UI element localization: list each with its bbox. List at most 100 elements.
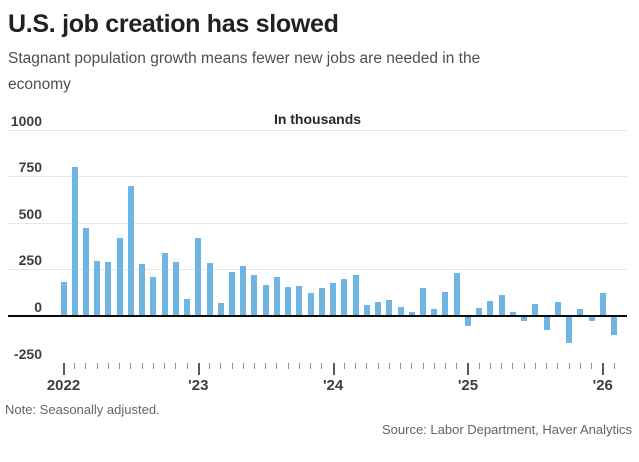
x-axis-minor-tick (579, 363, 581, 369)
chart-bar (285, 287, 292, 316)
chart-bar (588, 317, 595, 321)
chart-bar (217, 302, 224, 316)
y-axis-label--250: -250 (13, 345, 42, 362)
chart-bar (318, 288, 325, 316)
chart-bar (161, 252, 168, 316)
chart-title: U.S. job creation has slowed (8, 10, 339, 38)
x-axis-minor-tick (377, 363, 379, 369)
x-axis-minor-tick (253, 363, 255, 369)
chart-bar (127, 185, 134, 316)
gridline-1000 (8, 129, 627, 131)
x-axis-minor-tick (366, 363, 368, 369)
chart-bar (172, 261, 179, 316)
x-axis-major-tick (197, 363, 200, 375)
chart-bar (240, 265, 247, 316)
x-axis-minor-tick (613, 363, 615, 369)
chart-bar (566, 317, 573, 344)
chart-bar (543, 317, 550, 331)
x-axis-minor-tick (85, 363, 87, 369)
x-axis-major-tick (63, 363, 65, 375)
chart-bar (105, 261, 112, 316)
x-axis-minor-tick (231, 363, 233, 369)
chart-bar (532, 303, 539, 316)
bar-chart: In thousands 1000 750 500 250 0 -250 2022 '23 '2… (0, 105, 639, 395)
x-axis-label-24: '24 (322, 377, 344, 394)
chart-bar (453, 273, 460, 316)
x-axis-minor-tick (388, 363, 390, 369)
chart-footer: Note: Seasonally adjusted. Source: Labor… (0, 395, 639, 437)
x-axis-minor-tick (141, 363, 143, 369)
x-axis-minor-tick (343, 363, 345, 369)
x-axis-major-tick (332, 363, 335, 375)
y-axis-label-0: 0 (34, 299, 42, 315)
chart-bar (60, 282, 67, 316)
x-axis-minor-tick (422, 363, 424, 369)
chart-bar (262, 285, 269, 316)
x-axis-minor-tick (220, 363, 222, 369)
x-axis-minor-tick (96, 363, 98, 369)
gridline-500 (8, 222, 627, 224)
chart-bar (509, 312, 516, 316)
x-axis-minor-tick (501, 363, 503, 369)
chart-bar (408, 312, 415, 316)
unit-label: In thousands (273, 111, 362, 127)
chart-bar (195, 237, 202, 316)
x-axis-minor-tick (175, 363, 177, 369)
x-axis-minor-tick (74, 363, 76, 369)
x-axis-minor-tick (164, 363, 166, 369)
x-axis-minor-tick (119, 363, 121, 369)
x-axis-minor-tick (107, 363, 109, 369)
chart-bar (94, 261, 101, 316)
x-axis-minor-tick (591, 363, 593, 369)
chart-bar (307, 292, 314, 316)
x-axis-label-25: '25 (457, 377, 479, 394)
chart-bar (442, 291, 449, 316)
chart-bar (375, 302, 382, 316)
chart-header: U.S. job creation has slowed Stagnant po… (0, 0, 639, 105)
x-axis-minor-tick (433, 363, 435, 369)
x-axis-minor-tick (130, 363, 132, 369)
gridline-250 (8, 269, 627, 271)
x-axis-label-2022: 2022 (46, 377, 81, 394)
x-axis-minor-tick (276, 363, 278, 369)
chart-bar (386, 300, 393, 316)
x-axis-major-tick (602, 363, 605, 375)
x-axis-minor-tick (546, 363, 548, 369)
x-axis-minor-tick (298, 363, 300, 369)
chart-bar (487, 301, 494, 316)
chart-bar (184, 299, 191, 316)
chart-subtitle: Stagnant population growth means fewer n… (8, 50, 481, 93)
x-axis-minor-tick (444, 363, 446, 369)
chart-bar (296, 286, 303, 316)
x-axis-minor-tick (355, 363, 357, 369)
x-axis-minor-tick (152, 363, 154, 369)
chart-bar (251, 274, 258, 316)
chart-bar (498, 295, 505, 316)
x-axis-minor-tick (287, 363, 289, 369)
chart-bar (554, 302, 561, 316)
chart-bar (420, 288, 427, 316)
chart-bar (82, 228, 89, 316)
chart-bar (363, 304, 370, 316)
chart-bar (341, 278, 348, 316)
y-axis-label-750: 750 (18, 159, 42, 176)
x-axis-minor-tick (411, 363, 413, 369)
x-axis-major-tick (467, 363, 470, 375)
source-text: Source: Labor Department, Haver Analytic… (381, 422, 632, 437)
chart-bar (139, 263, 146, 316)
chart-bar (577, 308, 584, 316)
chart-bar (611, 317, 617, 335)
chart-bar (330, 283, 337, 316)
x-axis-minor-tick (478, 363, 480, 369)
gridline-750 (8, 176, 627, 178)
chart-bar (273, 276, 280, 316)
x-axis-minor-tick (321, 363, 323, 369)
x-axis-label-23: '23 (188, 377, 209, 394)
x-axis-minor-tick (534, 363, 536, 369)
chart-bar (464, 317, 471, 327)
chart-bar (206, 262, 213, 316)
x-axis-minor-tick (557, 363, 559, 369)
chart-bar (521, 317, 528, 321)
y-axis-label-250: 250 (18, 252, 42, 269)
x-axis-minor-tick (456, 363, 458, 369)
